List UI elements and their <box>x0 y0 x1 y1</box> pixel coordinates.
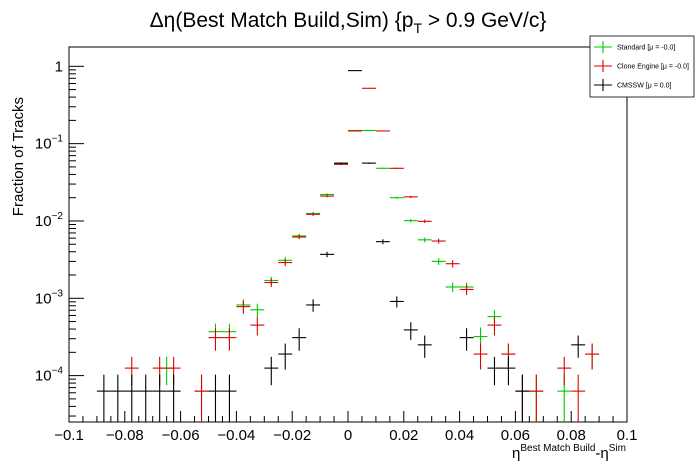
x-tick-label: −0.02 <box>273 427 311 444</box>
data-point <box>236 300 251 314</box>
data-point <box>571 374 586 422</box>
data-point <box>571 335 586 358</box>
data-point <box>96 374 111 422</box>
data-point <box>375 239 390 245</box>
data-point <box>152 374 167 422</box>
data-point <box>292 234 307 240</box>
chart-title: Δη(Best Match Build,Sim) {pT > 0.9 GeV/c… <box>150 9 547 36</box>
data-point <box>222 328 237 351</box>
data-point <box>487 317 502 336</box>
data-point <box>417 219 432 224</box>
data-point <box>417 237 432 243</box>
x-tick-label: 0.1 <box>617 427 638 444</box>
data-point <box>403 219 418 223</box>
x-tick-label: 0.06 <box>501 427 530 444</box>
data-point <box>194 374 209 422</box>
data-point <box>348 130 362 132</box>
data-point <box>389 196 404 199</box>
data-point <box>208 374 223 422</box>
data-point <box>501 356 516 386</box>
x-axis-ticks: −0.1 −0.08 −0.06 −0.04 −0.02 0 0.02 0.04 0.06 0.0… <box>54 411 637 444</box>
data-point <box>515 374 530 422</box>
data-point <box>138 374 153 422</box>
legend-entry: CMSSW [μ = 0.0] <box>594 79 671 91</box>
y-tick-label: 1 <box>55 58 63 75</box>
data-point <box>306 212 321 216</box>
x-tick-label: 0.08 <box>557 427 586 444</box>
data-point <box>361 162 376 164</box>
data-point <box>403 195 418 199</box>
data-point <box>278 343 293 370</box>
data-point <box>334 162 348 164</box>
data-point <box>459 328 474 351</box>
data-point <box>487 356 502 386</box>
legend-entry: Clone Engine [μ = -0.0] <box>594 60 689 72</box>
data-point <box>557 356 572 386</box>
data-point <box>445 260 460 268</box>
x-tick-label: −0.08 <box>106 427 144 444</box>
data-point <box>431 238 446 244</box>
x-tick-label: −0.04 <box>217 427 255 444</box>
y-tick-label: 10−1 <box>35 134 64 153</box>
y-axis-label: Fraction of Tracks <box>10 97 27 216</box>
data-point <box>375 167 390 170</box>
data-point <box>361 87 376 89</box>
legend-entries: Standard [μ = -0.0] Clone Engine [μ = -0.… <box>594 41 689 91</box>
y-tick-label: 10−4 <box>35 366 64 385</box>
data-series-layer <box>96 70 600 422</box>
data-point <box>250 317 265 336</box>
x-tick-label: −0.1 <box>54 427 84 444</box>
data-point <box>389 167 404 170</box>
legend-label: Clone Engine [μ = -0.0] <box>617 64 689 71</box>
data-point <box>264 278 279 287</box>
x-tick-label: 0.04 <box>445 427 474 444</box>
data-point <box>278 259 293 267</box>
data-point <box>250 303 265 318</box>
legend-label: Standard [μ = -0.0] <box>617 45 675 52</box>
data-point <box>222 374 237 422</box>
data-point <box>320 194 335 198</box>
x-tick-label: 0 <box>344 427 352 444</box>
x-axis-label: ηBest Match Build-ηSim <box>512 443 626 462</box>
data-point <box>110 374 125 422</box>
data-point <box>375 130 390 132</box>
data-point <box>389 296 404 308</box>
legend-label: CMSSW [μ = 0.0] <box>617 83 671 90</box>
data-point <box>585 343 600 370</box>
data-point <box>306 299 321 312</box>
data-point <box>529 374 544 422</box>
y-axis-ticks: 1 10−1 10−2 10−3 10−4 <box>35 58 84 417</box>
data-point <box>361 129 376 132</box>
x-tick-label: 0.02 <box>389 427 418 444</box>
data-point <box>459 284 474 296</box>
series-cmssw <box>96 70 586 422</box>
data-point <box>334 163 348 166</box>
data-point <box>208 328 223 351</box>
data-point <box>403 322 418 340</box>
data-point <box>264 356 279 386</box>
legend: Standard [μ = -0.0] Clone Engine [μ = -0.… <box>589 35 695 98</box>
data-point <box>166 374 181 422</box>
data-point <box>417 335 432 358</box>
data-point <box>445 282 460 293</box>
y-tick-label: 10−2 <box>35 211 64 230</box>
data-point <box>473 343 488 370</box>
x-tick-label: −0.06 <box>162 427 200 444</box>
data-point <box>124 374 139 422</box>
y-tick-label: 10−3 <box>35 288 64 307</box>
data-point <box>292 328 307 351</box>
data-point <box>431 258 446 265</box>
legend-entry: Standard [μ = -0.0] <box>594 41 675 53</box>
data-point <box>320 251 335 258</box>
